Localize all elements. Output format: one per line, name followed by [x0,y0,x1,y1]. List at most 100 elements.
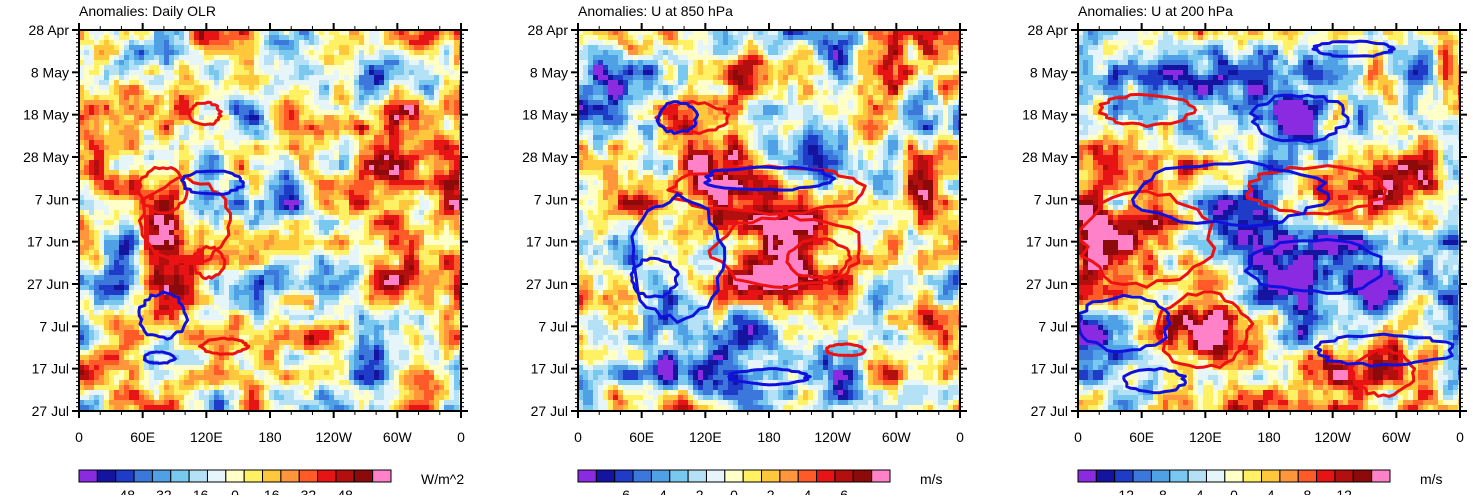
colorbar-units: m/s [1420,471,1443,487]
colorbar-label: 48 [337,487,353,495]
colorbar-swatch [853,470,871,482]
x-tick-label: 0 [1456,429,1464,445]
colorbar-swatch [706,470,724,482]
y-tick-label: 8 May [1030,64,1068,80]
x-tick-label: 0 [457,429,465,445]
y-tick-label: 28 May [522,149,568,165]
colorbar-label: 32 [301,487,317,495]
colorbar-swatch [1262,470,1280,482]
colorbar-swatch [318,470,336,482]
colorbar-swatch [336,470,354,482]
y-tick-label: 17 Jul [1031,361,1068,377]
y-tick-label: 8 May [31,64,69,80]
colorbar-swatch [1372,470,1390,482]
colorbar-label: -48 [115,487,135,495]
colorbar-label: 0 [730,487,738,495]
colorbar-swatch [171,470,189,482]
colorbar-swatch [1078,470,1096,482]
x-tick-label: 120E [1189,429,1222,445]
y-tick-label: 7 Jun [1034,191,1068,207]
colorbar-swatch [281,470,299,482]
colorbar-swatch [97,470,115,482]
x-tick-label: 120W [1314,429,1351,445]
colorbar-swatch [725,470,743,482]
colorbar-swatch [633,470,651,482]
colorbar-swatch [207,470,225,482]
colorbar-label: 0 [231,487,239,495]
colorbar-swatch [743,470,761,482]
panel-title: Anomalies: U at 850 hPa [578,3,733,19]
x-tick-label: 120E [689,429,722,445]
colorbar-swatch [872,470,890,482]
colorbar-label: 6 [840,487,848,495]
y-tick-label: 18 May [522,107,568,123]
colorbar-label: -4 [654,487,667,495]
colorbar-swatch [299,470,317,482]
y-tick-label: 7 Jun [534,191,568,207]
colorbar-label: -16 [188,487,208,495]
y-tick-label: 17 Jun [526,234,568,250]
x-tick-label: 180 [757,429,781,445]
colorbar-label: 4 [1267,487,1275,495]
colorbar-label: -6 [618,487,631,495]
colorbar-swatch [1206,470,1224,482]
x-tick-label: 180 [1257,429,1281,445]
panel-title: Anomalies: Daily OLR [79,3,216,19]
y-tick-label: 28 May [23,149,69,165]
colorbar-swatch [189,470,207,482]
colorbar-swatch [1317,470,1335,482]
colorbar-swatch [1243,470,1261,482]
colorbar-label: 4 [804,487,812,495]
colorbar-swatch [780,470,798,482]
x-tick-label: 60W [1382,429,1412,445]
colorbar-swatch [244,470,262,482]
colorbar-swatch [835,470,853,482]
colorbar-swatch [1096,470,1114,482]
colorbar-swatch [1335,470,1353,482]
colorbar-label: 16 [264,487,280,495]
colorbar-swatch [596,470,614,482]
colorbar-swatch [1170,470,1188,482]
colorbar-swatch [578,470,596,482]
y-tick-label: 17 Jun [1026,234,1068,250]
colorbar-swatch [688,470,706,482]
x-tick-label: 0 [1074,429,1082,445]
colorbar-swatch [226,470,244,482]
y-tick-label: 17 Jul [531,361,568,377]
colorbar-swatch [762,470,780,482]
x-tick-label: 60E [629,429,654,445]
colorbar-swatch [263,470,281,482]
x-tick-label: 120W [814,429,851,445]
panel-1: Anomalies: Daily OLR 28 Apr 8 May 18 May 28 … [23,3,468,495]
colorbar-swatch [651,470,669,482]
y-tick-label: 7 Jun [35,191,69,207]
y-tick-label: 27 Jun [526,276,568,292]
colorbar-swatch [1353,470,1371,482]
x-tick-label: 60W [882,429,912,445]
y-tick-label: 7 Jul [1038,318,1068,334]
x-tick-label: 120E [190,429,223,445]
y-tick-label: 18 May [23,107,69,123]
y-tick-label: 28 Apr [29,22,70,38]
heatmap-field [578,30,964,416]
y-tick-label: 27 Jul [1031,403,1068,419]
x-tick-label: 180 [258,429,282,445]
y-tick-label: 18 May [1022,107,1068,123]
colorbar-swatch [1133,470,1151,482]
colorbar-label: 2 [767,487,775,495]
colorbar-swatch [1188,470,1206,482]
y-tick-label: 27 Jul [32,403,69,419]
colorbar-swatch [670,470,688,482]
colorbar-label: -8 [1154,487,1167,495]
y-tick-label: 17 Jun [27,234,69,250]
y-tick-label: 27 Jun [27,276,69,292]
y-tick-label: 8 May [530,64,568,80]
colorbar-swatch [116,470,134,482]
y-tick-label: 27 Jun [1026,276,1068,292]
